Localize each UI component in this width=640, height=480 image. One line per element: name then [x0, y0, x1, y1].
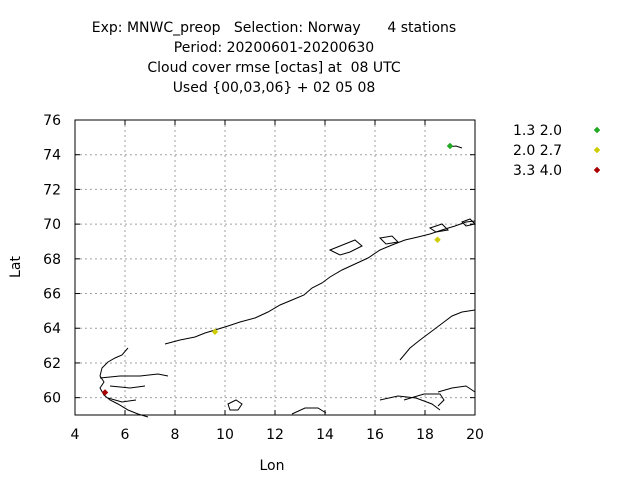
- x-tick-label: 8: [171, 427, 180, 443]
- coastline-islands-north: [328, 218, 476, 256]
- data-points: [101, 142, 454, 396]
- x-tick-label: 18: [416, 427, 434, 443]
- legend-marker: [593, 166, 601, 174]
- title-line-4: Used {00,03,06} + 02 05 08: [172, 80, 376, 96]
- grid: [75, 120, 475, 415]
- x-tick-label: 4: [71, 427, 80, 443]
- data-point-series-3: [101, 389, 109, 396]
- data-point-series-2: [211, 328, 219, 336]
- border-east: [399, 309, 476, 361]
- y-tick-label: 60: [43, 391, 61, 407]
- x-tick-label: 12: [266, 427, 284, 443]
- title-line-1: Exp: MNWC_preop Selection: Norway 4 stat…: [91, 20, 457, 36]
- y-tick-label: 64: [43, 321, 61, 337]
- plot-frame: [74, 119, 476, 416]
- y-tick-label: 74: [43, 148, 61, 164]
- y-tick-label: 76: [43, 113, 61, 129]
- y-axis-label: Lat: [8, 256, 24, 278]
- x-tick-label: 14: [316, 427, 334, 443]
- data-point-series-2: [434, 236, 441, 244]
- legend-label: 1.3 2.0: [513, 123, 562, 139]
- y-tick-label: 72: [43, 182, 61, 198]
- legend-marker: [593, 126, 601, 134]
- lake-sweden: [379, 393, 445, 411]
- y-tick-label: 70: [43, 217, 61, 233]
- legend: 1.3 2.0 2.0 2.7 3.3 4.0: [513, 123, 601, 179]
- x-tick-label: 20: [466, 427, 484, 443]
- x-tick-label: 10: [216, 427, 234, 443]
- title-line-2: Period: 20200601-20200630: [173, 40, 375, 56]
- fjord-west: [99, 373, 169, 403]
- y-tick-label: 68: [43, 252, 61, 268]
- y-tick-label: 66: [43, 287, 61, 303]
- data-point-series-1: [446, 142, 454, 150]
- legend-marker: [593, 146, 601, 154]
- coastline-map: [99, 145, 476, 418]
- gulf-east: [437, 385, 476, 393]
- legend-label: 2.0 2.7: [513, 143, 562, 159]
- x-tick-label: 16: [366, 427, 384, 443]
- legend-label: 3.3 4.0: [513, 163, 562, 179]
- island-scandic-2: [291, 407, 327, 415]
- chart-title: Exp: MNWC_preop Selection: Norway 4 stat…: [0, 18, 548, 98]
- coastline-west: [99, 347, 149, 418]
- coastline-main: [164, 220, 476, 345]
- y-tick-label: 62: [43, 356, 61, 372]
- title-line-3: Cloud cover rmse [octas] at 08 UTC: [147, 60, 401, 76]
- x-tick-label: 6: [121, 427, 130, 443]
- island-scandic-1: [227, 399, 243, 411]
- x-axis-label: Lon: [260, 458, 285, 474]
